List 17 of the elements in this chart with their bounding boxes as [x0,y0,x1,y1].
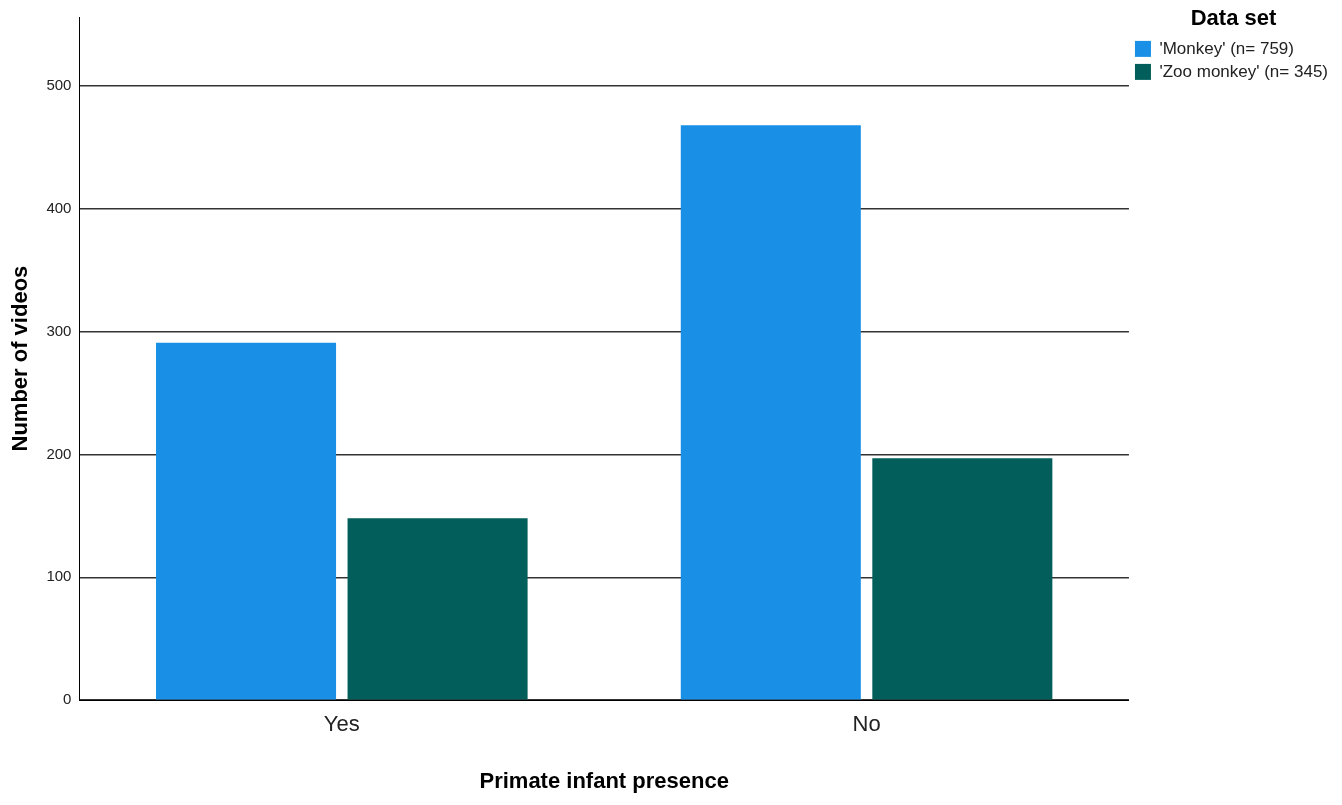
legend-label: 'Monkey' (n= 759) [1159,38,1294,58]
legend-label: 'Zoo monkey' (n= 345) [1159,61,1329,81]
x-tick-label: Yes [323,711,360,737]
y-axis-title: Number of videos [7,265,33,452]
bar [156,342,337,700]
bar [347,518,528,700]
bar [680,125,861,700]
y-tick-label: 200 [46,444,72,462]
bar [872,458,1053,700]
y-tick-label: 300 [46,321,72,339]
y-tick-label: 400 [46,198,72,216]
legend-title: Data set [1190,5,1277,31]
x-tick-label: No [852,711,881,737]
y-tick-label: 500 [46,75,72,93]
x-axis-title: Primate infant presence [479,767,729,793]
y-tick-label: 0 [63,690,72,708]
y-tick-label: 100 [46,567,72,585]
